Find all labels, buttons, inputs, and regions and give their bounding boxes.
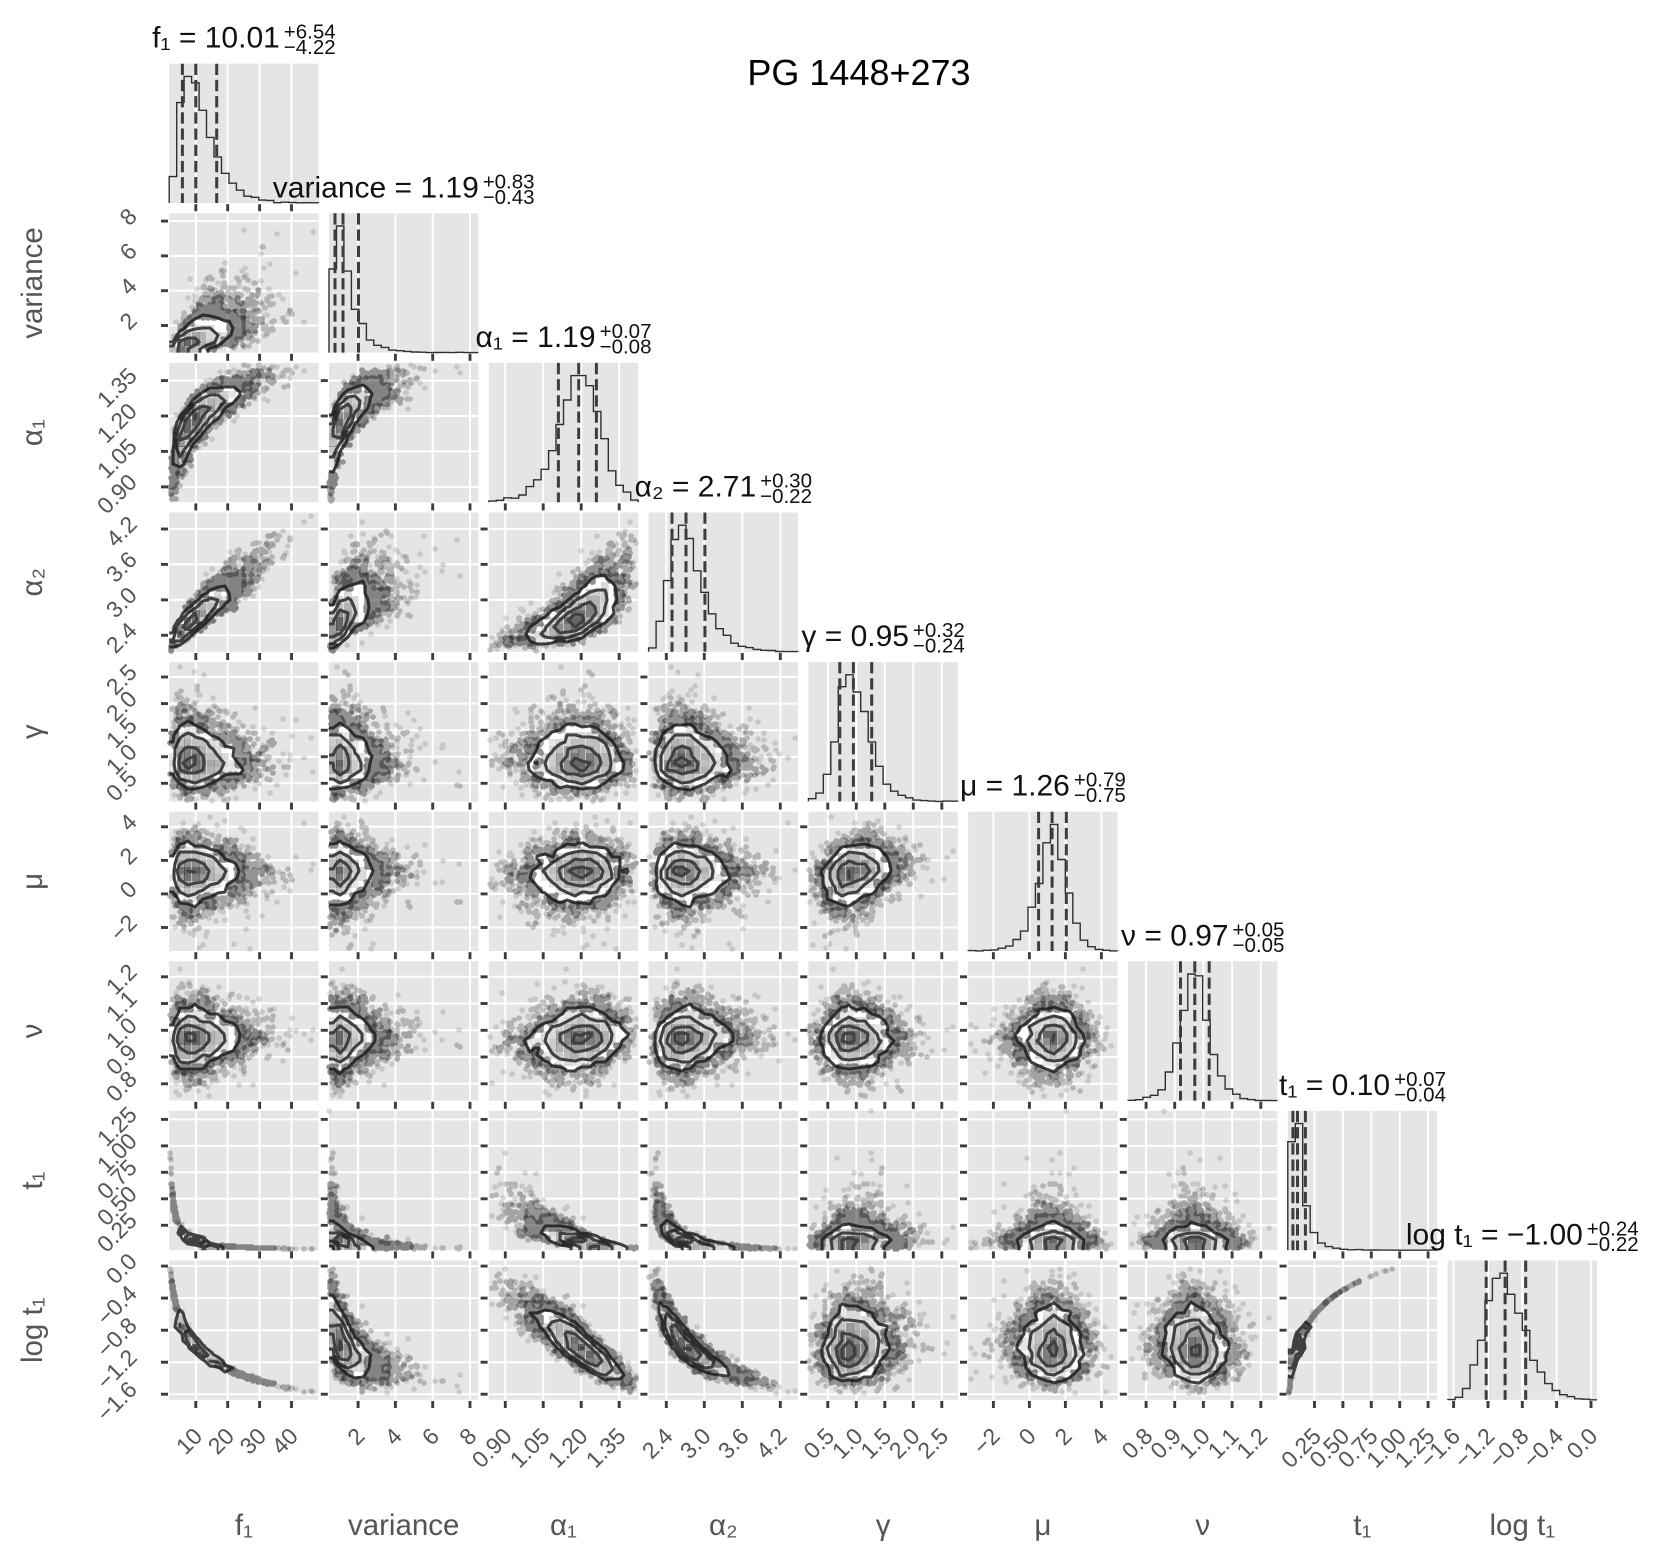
svg-text:α₂: α₂ [16,568,49,597]
svg-text:−0.22: −0.22 [760,485,812,508]
svg-text:μ: μ [16,873,49,890]
svg-text:−4.22: −4.22 [284,36,336,59]
svg-text:variance = 1.19: variance = 1.19 [273,171,479,204]
svg-text:+0.30: +0.30 [760,470,812,493]
svg-text:ν: ν [16,1024,49,1039]
svg-text:t₁: t₁ [16,1171,49,1189]
svg-text:t₁: t₁ [1353,1509,1371,1542]
svg-text:−0.08: −0.08 [600,335,652,358]
svg-text:log t₁ = −1.00: log t₁ = −1.00 [1406,1219,1583,1252]
svg-text:−0.04: −0.04 [1394,1083,1446,1106]
svg-text:ν: ν [1195,1509,1210,1542]
svg-text:+0.24: +0.24 [1587,1218,1639,1241]
svg-text:f₁ = 10.01: f₁ = 10.01 [152,22,280,55]
svg-text:+0.07: +0.07 [1394,1068,1446,1091]
svg-text:log t₁: log t₁ [16,1297,49,1363]
svg-text:γ: γ [876,1509,891,1542]
svg-text:+6.54: +6.54 [284,21,336,44]
svg-text:f₁: f₁ [235,1509,253,1542]
svg-text:+0.05: +0.05 [1233,918,1285,941]
svg-text:log t₁: log t₁ [1489,1509,1555,1542]
svg-text:α₂ = 2.71: α₂ = 2.71 [635,471,757,504]
svg-text:+0.83: +0.83 [483,170,535,193]
svg-text:α₁ = 1.19: α₁ = 1.19 [476,321,596,354]
svg-text:variance: variance [16,227,49,339]
svg-text:γ = 0.95: γ = 0.95 [801,620,909,653]
svg-text:−0.22: −0.22 [1587,1233,1639,1256]
svg-text:α₁: α₁ [550,1509,577,1542]
svg-text:−0.43: −0.43 [483,186,535,209]
svg-text:PG 1448+273: PG 1448+273 [747,52,970,93]
svg-text:−0.24: −0.24 [913,635,965,658]
svg-text:t₁ = 0.10: t₁ = 0.10 [1279,1069,1390,1102]
svg-text:+0.79: +0.79 [1074,769,1126,792]
svg-text:variance: variance [348,1509,460,1542]
svg-text:μ: μ [1034,1509,1051,1542]
svg-text:ν = 0.97: ν = 0.97 [1121,919,1229,952]
svg-text:+0.32: +0.32 [913,619,965,642]
svg-text:γ: γ [16,724,49,739]
svg-text:−0.75: −0.75 [1074,784,1126,807]
svg-text:+0.07: +0.07 [600,320,652,343]
svg-text:α₂: α₂ [709,1509,738,1542]
svg-text:−0.05: −0.05 [1233,934,1285,957]
svg-text:μ = 1.26: μ = 1.26 [960,770,1070,803]
svg-text:α₁: α₁ [16,419,49,446]
